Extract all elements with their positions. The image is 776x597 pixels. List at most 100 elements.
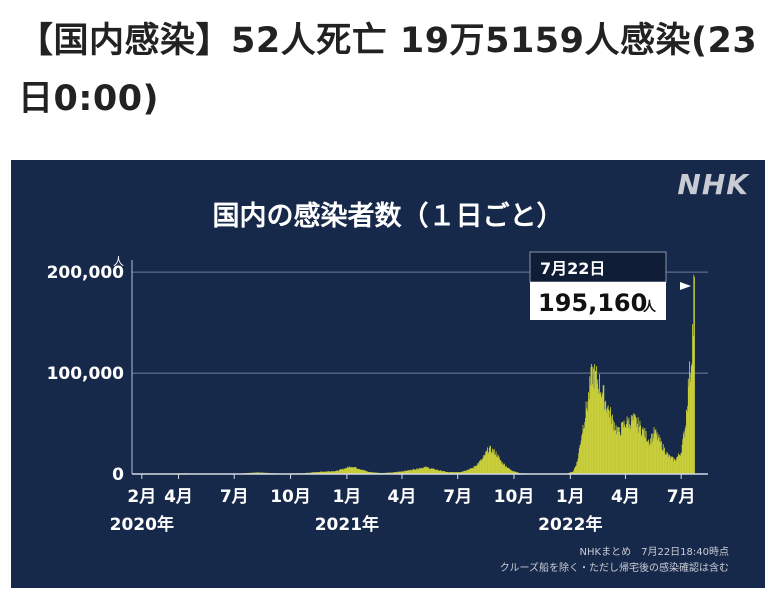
daily-bar: [651, 433, 653, 474]
daily-bar: [323, 471, 324, 474]
daily-bar: [452, 472, 454, 474]
daily-bar: [650, 444, 652, 474]
daily-bar: [435, 470, 436, 474]
daily-bar: [349, 466, 351, 474]
daily-bar: [517, 472, 518, 474]
daily-bar: [589, 385, 591, 474]
daily-bar: [409, 470, 411, 474]
daily-bar: [597, 388, 599, 474]
daily-bar: [397, 471, 399, 474]
daily-bar: [362, 470, 364, 474]
daily-bar: [588, 399, 590, 474]
daily-bar: [321, 471, 323, 474]
daily-bar: [413, 469, 415, 474]
daily-bar: [357, 468, 359, 474]
daily-bar: [435, 469, 437, 474]
daily-bar: [500, 460, 502, 474]
daily-bar: [507, 467, 509, 474]
daily-bar: [343, 468, 345, 474]
daily-bar: [683, 431, 685, 474]
x-tick-label: 10月: [494, 487, 535, 507]
daily-bar: [649, 438, 651, 474]
daily-bar: [503, 463, 505, 474]
daily-bar: [318, 472, 319, 474]
daily-bar: [414, 469, 416, 474]
daily-bar: [449, 472, 451, 474]
daily-bar: [611, 414, 613, 474]
daily-bar: [442, 471, 444, 474]
daily-bar: [502, 464, 504, 474]
daily-bar: [393, 472, 395, 474]
daily-bar: [600, 391, 602, 474]
daily-bar: [592, 366, 594, 474]
annotation-value: 195,160: [538, 289, 647, 317]
daily-bar: [653, 427, 655, 474]
daily-bar: [689, 381, 691, 474]
daily-bar: [420, 468, 422, 474]
daily-bar: [411, 470, 413, 474]
x-tick-label: 2月: [127, 487, 156, 507]
daily-bar: [433, 468, 435, 474]
nhk-logo: NHK: [677, 168, 749, 201]
daily-bar: [330, 471, 332, 474]
daily-bar: [627, 420, 629, 474]
daily-bar: [585, 401, 587, 474]
daily-bar: [582, 424, 584, 474]
daily-bar: [439, 470, 441, 474]
daily-bar: [506, 467, 508, 474]
daily-bar: [645, 438, 646, 474]
daily-bar: [646, 441, 648, 474]
daily-bar: [576, 461, 578, 474]
daily-bar: [482, 457, 484, 474]
daily-bar: [339, 469, 341, 474]
daily-bar: [570, 471, 572, 474]
daily-bar: [334, 471, 335, 474]
daily-bar: [607, 405, 609, 474]
daily-bar: [351, 467, 353, 474]
daily-bar: [513, 471, 515, 474]
daily-bar: [466, 469, 468, 474]
daily-bar: [493, 448, 495, 474]
daily-bar: [604, 409, 605, 474]
daily-bar: [438, 470, 440, 474]
daily-bar: [429, 468, 431, 474]
daily-bar: [408, 470, 409, 474]
daily-bar: [412, 469, 414, 474]
daily-bar: [657, 437, 659, 474]
daily-bar: [364, 470, 365, 474]
footnote-note: クルーズ船を除く・ただし帰宅後の感染確認は含む: [499, 563, 729, 574]
daily-bar: [319, 471, 321, 474]
daily-bar: [419, 467, 421, 474]
daily-bar: [496, 456, 498, 474]
daily-bar: [606, 412, 608, 474]
daily-bar: [489, 445, 491, 474]
daily-bar: [514, 471, 516, 474]
daily-bar: [456, 472, 458, 474]
x-tick-label: 7月: [667, 487, 696, 507]
daily-bar: [414, 469, 416, 474]
daily-bar: [676, 457, 678, 474]
daily-bar: [633, 413, 635, 474]
daily-bar: [316, 472, 318, 474]
daily-bar: [591, 363, 593, 474]
daily-bar: [327, 471, 329, 474]
daily-bar: [651, 442, 653, 474]
daily-bar: [477, 463, 479, 474]
daily-bar: [694, 277, 695, 474]
daily-bar: [465, 470, 467, 474]
daily-bar: [446, 472, 448, 474]
daily-bar: [359, 469, 361, 474]
daily-bar: [396, 472, 398, 474]
daily-bar: [478, 463, 480, 474]
daily-bar: [443, 471, 445, 474]
daily-bar: [630, 415, 632, 474]
daily-bar: [322, 472, 324, 474]
daily-bar: [474, 466, 476, 474]
daily-bar: [630, 425, 632, 474]
daily-bar: [403, 471, 405, 474]
daily-bar: [395, 471, 397, 474]
daily-bar: [684, 428, 686, 474]
daily-bar: [485, 451, 487, 474]
daily-bar: [693, 274, 695, 474]
daily-bar: [586, 411, 588, 474]
